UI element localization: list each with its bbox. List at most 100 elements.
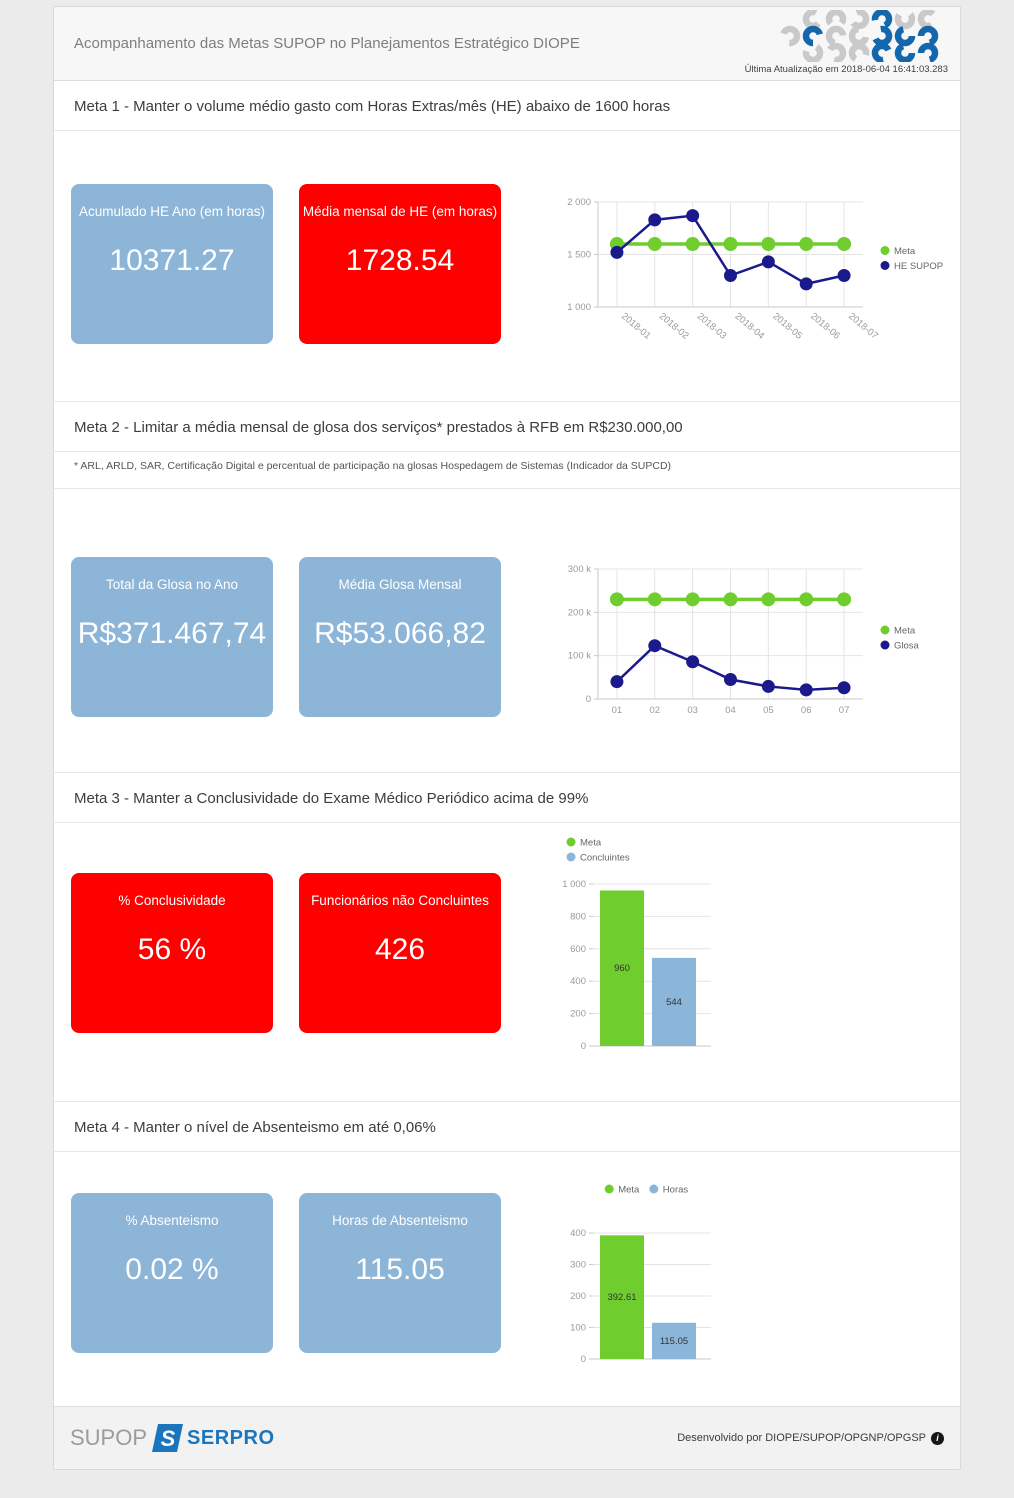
divider <box>54 401 960 402</box>
kpi-card-absenteismo-pct: % Absenteismo 0.02 % <box>71 1193 273 1353</box>
card-value: 115.05 <box>355 1253 445 1286</box>
svg-text:0: 0 <box>586 694 591 705</box>
kpi-card-acumulado-he: Acumulado HE Ano (em horas) 10371.27 <box>71 184 273 344</box>
meta1-title: Meta 1 - Manter o volume médio gasto com… <box>74 98 671 115</box>
section-meta-3: Meta 3 - Manter a Conclusividade do Exam… <box>54 773 960 1101</box>
svg-text:400: 400 <box>570 976 586 987</box>
meta3-body: % Conclusividade 56 % Funcionários não C… <box>54 823 960 1101</box>
svg-text:0: 0 <box>581 1041 586 1052</box>
glosa-line-chart: 0 100 k 200 k 300 k 01 02 03 04 05 06 07 Meta Glosa <box>568 564 920 716</box>
svg-text:960: 960 <box>614 963 630 974</box>
svg-text:06: 06 <box>801 705 812 716</box>
footer-brand: SUPOP S SERPRO <box>70 1423 275 1453</box>
page-title: Acompanhamento das Metas SUPOP no Planej… <box>74 35 580 52</box>
divider <box>54 772 960 773</box>
svg-text:2018-05: 2018-05 <box>770 311 804 342</box>
svg-text:05: 05 <box>763 705 774 716</box>
meta4-body: % Absenteismo 0.02 % Horas de Absenteism… <box>54 1152 960 1406</box>
svg-text:2018-06: 2018-06 <box>808 311 842 342</box>
divider <box>54 451 960 452</box>
card-label: Total da Glosa no Ano <box>105 577 239 592</box>
meta4-cards: % Absenteismo 0.02 % Horas de Absenteism… <box>71 1193 501 1353</box>
card-label: Média mensal de HE (em horas) <box>302 204 498 219</box>
section-meta-4: Meta 4 - Manter o nível de Absenteismo e… <box>54 1102 960 1406</box>
serpro-mark-icon: S <box>152 1424 184 1452</box>
svg-text:100: 100 <box>570 1323 586 1334</box>
svg-text:Horas: Horas <box>663 1185 689 1196</box>
svg-text:01: 01 <box>612 705 623 716</box>
card-value: 426 <box>374 933 426 966</box>
svg-text:100 k: 100 k <box>568 651 591 662</box>
svg-text:300 k: 300 k <box>568 564 591 575</box>
serpro-wordmark: SERPRO <box>187 1426 275 1449</box>
card-label: % Absenteismo <box>125 1213 219 1228</box>
svg-text:400: 400 <box>570 1228 586 1239</box>
app-footer: SUPOP S SERPRO Desenvolvido por DIOPE/SU… <box>54 1406 960 1469</box>
developed-by-text: Desenvolvido por DIOPE/SUPOP/OPGNP/OPGSP <box>677 1432 926 1444</box>
card-label: Funcionários não Concluintes <box>311 893 489 908</box>
svg-text:03: 03 <box>687 705 698 716</box>
meta2-cards: Total da Glosa no Ano R$371.467,74 Média… <box>71 557 501 717</box>
app-header: Acompanhamento das Metas SUPOP no Planej… <box>54 7 960 81</box>
meta1-body: Acumulado HE Ano (em horas) 10371.27 Méd… <box>54 131 960 401</box>
meta3-cards: % Conclusividade 56 % Funcionários não C… <box>71 873 501 1033</box>
svg-text:07: 07 <box>839 705 850 716</box>
meta3-title: Meta 3 - Manter a Conclusividade do Exam… <box>74 790 589 807</box>
kpi-card-nao-concluintes: Funcionários não Concluintes 426 <box>299 873 501 1033</box>
svg-text:S: S <box>161 1426 176 1451</box>
card-value: R$371.467,74 <box>77 617 267 650</box>
card-value: 0.02 % <box>125 1253 219 1286</box>
meta2-body: Total da Glosa no Ano R$371.467,74 Média… <box>54 489 960 772</box>
kpi-card-conclusividade: % Conclusividade 56 % <box>71 873 273 1033</box>
meta1-cards: Acumulado HE Ano (em horas) 10371.27 Méd… <box>71 184 501 344</box>
svg-text:200: 200 <box>570 1009 586 1020</box>
divider <box>54 1151 960 1152</box>
kpi-card-horas-absenteismo: Horas de Absenteismo 115.05 <box>299 1193 501 1353</box>
card-label: Acumulado HE Ano (em horas) <box>78 204 266 219</box>
supop-wordmark: SUPOP <box>70 1425 148 1450</box>
svg-text:800: 800 <box>570 911 586 922</box>
section-meta-1: Meta 1 - Manter o volume médio gasto com… <box>54 81 960 401</box>
meta4-title: Meta 4 - Manter o nível de Absenteismo e… <box>74 1119 436 1136</box>
svg-text:Meta: Meta <box>618 1185 640 1196</box>
svg-text:2 000: 2 000 <box>567 197 591 208</box>
svg-text:2018-03: 2018-03 <box>695 311 729 342</box>
serpro-logo-pattern-icon <box>779 8 939 64</box>
card-value: 1728.54 <box>345 244 455 277</box>
svg-text:2018-01: 2018-01 <box>619 311 653 342</box>
last-update-text: Última Atualização em 2018-06-04 16:41:0… <box>744 64 948 75</box>
kpi-card-total-glosa: Total da Glosa no Ano R$371.467,74 <box>71 557 273 717</box>
card-label: Média Glosa Mensal <box>338 577 462 592</box>
meta3-chart-area: 0 200 400 600 800 1 000 960 544 Meta Concluintes <box>543 834 783 1064</box>
divider <box>54 822 960 823</box>
info-icon[interactable]: i <box>931 1431 944 1445</box>
meta2-title: Meta 2 - Limitar a média mensal de glosa… <box>74 419 683 436</box>
svg-text:04: 04 <box>725 705 736 716</box>
divider <box>54 1101 960 1102</box>
svg-text:2018-04: 2018-04 <box>733 311 767 342</box>
svg-text:Concluintes: Concluintes <box>580 853 630 864</box>
svg-text:392.61: 392.61 <box>607 1292 636 1303</box>
meta1-chart-area: 1 000 1 500 2 000 2018-01 2018-02 2018-03 2018… <box>543 189 963 362</box>
card-value: R$53.066,82 <box>314 617 486 650</box>
svg-text:Meta: Meta <box>894 626 916 637</box>
svg-text:1 000: 1 000 <box>567 302 591 313</box>
svg-text:1 000: 1 000 <box>562 879 586 890</box>
card-value: 10371.27 <box>109 244 235 277</box>
svg-text:02: 02 <box>649 705 660 716</box>
meta2-footnote: * ARL, ARLD, SAR, Certificação Digital e… <box>74 460 672 472</box>
svg-text:2018-07: 2018-07 <box>846 311 880 342</box>
divider <box>54 488 960 489</box>
meta2-chart-area: 0 100 k 200 k 300 k 01 02 03 04 05 06 07 Meta Glosa <box>543 559 963 726</box>
conclusividade-bar-chart: 0 200 400 600 800 1 000 960 544 Meta Concluintes <box>562 837 711 1052</box>
kpi-card-media-glosa: Média Glosa Mensal R$53.066,82 <box>299 557 501 717</box>
svg-text:2018-02: 2018-02 <box>657 311 691 342</box>
section-meta-2: Meta 2 - Limitar a média mensal de glosa… <box>54 402 960 772</box>
svg-text:115.05: 115.05 <box>660 1336 688 1347</box>
svg-text:300: 300 <box>570 1260 586 1271</box>
svg-text:Glosa: Glosa <box>894 641 920 652</box>
svg-text:Meta: Meta <box>580 838 602 849</box>
svg-text:0: 0 <box>581 1354 586 1365</box>
svg-text:1 500: 1 500 <box>567 250 591 261</box>
